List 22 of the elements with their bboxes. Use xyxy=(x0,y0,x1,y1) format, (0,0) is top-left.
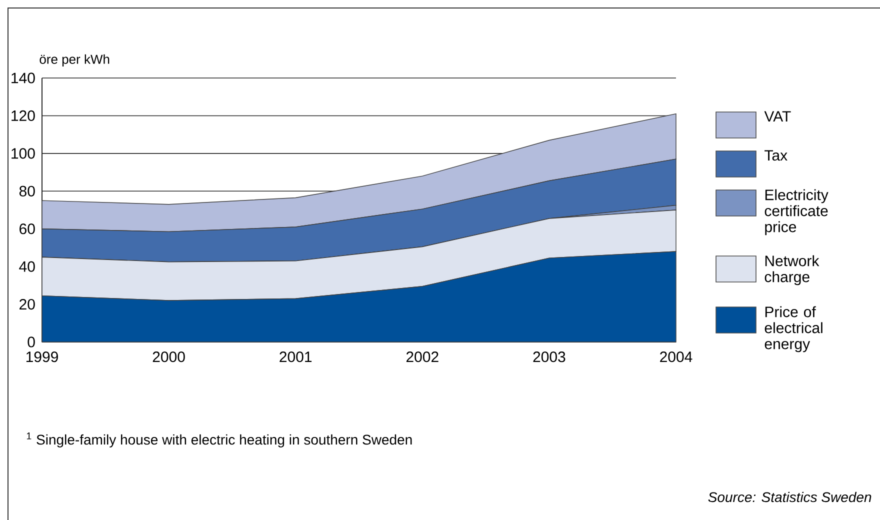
y-tick-label: 120 xyxy=(12,110,35,122)
legend-label: VAT xyxy=(764,111,791,122)
legend-label: Electricity certificate price xyxy=(764,189,828,236)
x-tick-label: 2001 xyxy=(280,352,312,362)
legend-label: Price of electrical energy xyxy=(764,306,822,352)
legend-label: Network charge xyxy=(764,255,820,286)
y-tick-label: 140 xyxy=(12,72,35,84)
x-tick-label: 2002 xyxy=(406,352,438,362)
y-tick-label: 100 xyxy=(12,148,35,159)
y-axis-title: öre per kWh xyxy=(40,54,110,66)
y-tick-label: 40 xyxy=(19,261,35,272)
y-tick-label: 0 xyxy=(28,336,35,348)
y-tick-label: 20 xyxy=(20,298,35,310)
x-tick-label: 2003 xyxy=(533,352,566,362)
x-tick-label: 2004 xyxy=(660,352,692,362)
x-tick-label: 2000 xyxy=(152,352,185,362)
y-tick-label: 80 xyxy=(19,186,35,196)
legend-label: Tax xyxy=(764,150,788,161)
text: $^{1}$ Single-family house with electric heating in southern Sweden xyxy=(26,432,412,448)
y-tick-label: 60 xyxy=(20,224,35,234)
x-tick-label: 1999 xyxy=(26,352,58,362)
text: Source: Statistics Sweden xyxy=(708,492,872,502)
